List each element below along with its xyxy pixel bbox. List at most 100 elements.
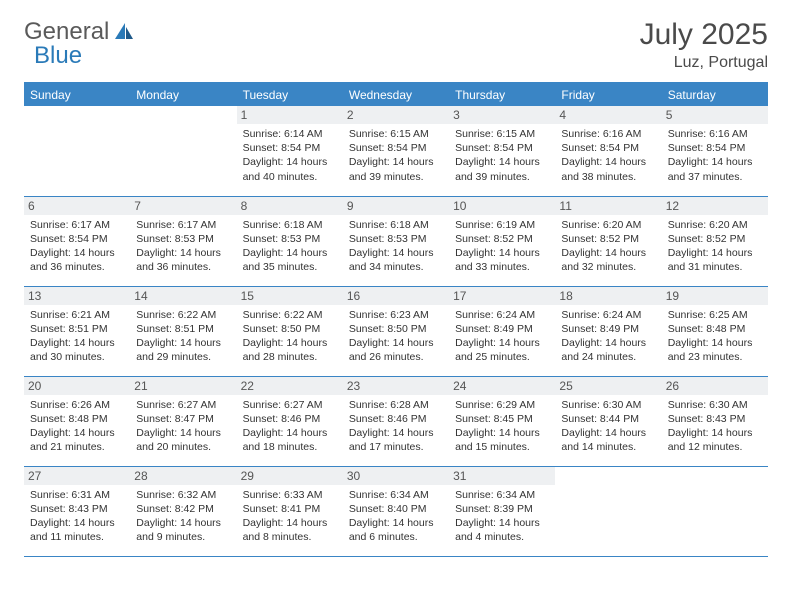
day-number: 21	[130, 377, 236, 395]
calendar-day-cell: 16Sunrise: 6:23 AMSunset: 8:50 PMDayligh…	[343, 286, 449, 376]
calendar-day-cell: 5 Sunrise: 6:16 AMSunset: 8:54 PMDaylight…	[662, 106, 768, 196]
day-details: Sunrise: 6:22 AMSunset: 8:50 PMDaylight:…	[243, 308, 337, 365]
day-number: 14	[130, 287, 236, 305]
day-number: 22	[237, 377, 343, 395]
day-details: Sunrise: 6:16 AMSunset: 8:54 PMDaylight:…	[668, 127, 762, 184]
day-number: 15	[237, 287, 343, 305]
day-details: Sunrise: 6:15 AMSunset: 8:54 PMDaylight:…	[455, 127, 549, 184]
day-details: Sunrise: 6:21 AMSunset: 8:51 PMDaylight:…	[30, 308, 124, 365]
day-number: 26	[662, 377, 768, 395]
calendar-day-cell: 4 Sunrise: 6:16 AMSunset: 8:54 PMDaylight…	[555, 106, 661, 196]
day-number: 5	[662, 106, 768, 124]
weekday-header: Saturday	[662, 83, 768, 106]
day-number: 31	[449, 467, 555, 485]
day-details: Sunrise: 6:29 AMSunset: 8:45 PMDaylight:…	[455, 398, 549, 455]
calendar-day-cell: 11 Sunrise: 6:20 AMSunset: 8:52 PMDayligh…	[555, 196, 661, 286]
calendar-day-cell: 10 Sunrise: 6:19 AMSunset: 8:52 PMDayligh…	[449, 196, 555, 286]
day-number: 13	[24, 287, 130, 305]
calendar-day-cell: 23 Sunrise: 6:28 AMSunset: 8:46 PMDayligh…	[343, 376, 449, 466]
day-number: 17	[449, 287, 555, 305]
calendar-day-cell: 14 Sunrise: 6:22 AMSunset: 8:51 PMDayligh…	[130, 286, 236, 376]
header: General July 2025 Luz, Portugal	[24, 18, 768, 72]
day-number: 29	[237, 467, 343, 485]
day-details: Sunrise: 6:26 AMSunset: 8:48 PMDaylight:…	[30, 398, 124, 455]
calendar-day-cell: 21Sunrise: 6:27 AMSunset: 8:47 PMDayligh…	[130, 376, 236, 466]
day-number: 16	[343, 287, 449, 305]
weekday-header: Monday	[130, 83, 236, 106]
day-details: Sunrise: 6:17 AMSunset: 8:54 PMDaylight:…	[30, 218, 124, 275]
day-number: 12	[662, 197, 768, 215]
day-details: Sunrise: 6:30 AMSunset: 8:43 PMDaylight:…	[668, 398, 762, 455]
day-details: Sunrise: 6:18 AMSunset: 8:53 PMDaylight:…	[243, 218, 337, 275]
calendar-day-cell: 2Sunrise: 6:15 AMSunset: 8:54 PMDaylight…	[343, 106, 449, 196]
calendar-day-cell: 7Sunrise: 6:17 AMSunset: 8:53 PMDaylight…	[130, 196, 236, 286]
day-details: Sunrise: 6:15 AMSunset: 8:54 PMDaylight:…	[349, 127, 443, 184]
day-details: Sunrise: 6:18 AMSunset: 8:53 PMDaylight:…	[349, 218, 443, 275]
day-details: Sunrise: 6:20 AMSunset: 8:52 PMDaylight:…	[668, 218, 762, 275]
title-block: July 2025 Luz, Portugal	[640, 18, 768, 72]
day-number: 3	[449, 106, 555, 124]
calendar-day-cell: 13 Sunrise: 6:21 AMSunset: 8:51 PMDayligh…	[24, 286, 130, 376]
day-details: Sunrise: 6:22 AMSunset: 8:51 PMDaylight:…	[136, 308, 230, 365]
calendar-row: 27Sunrise: 6:31 AMSunset: 8:43 PMDayligh…	[24, 466, 768, 556]
calendar-row: 13 Sunrise: 6:21 AMSunset: 8:51 PMDayligh…	[24, 286, 768, 376]
calendar-day-cell: 1 Sunrise: 6:14 AMSunset: 8:54 PMDaylight…	[237, 106, 343, 196]
day-details: Sunrise: 6:14 AMSunset: 8:54 PMDaylight:…	[243, 127, 337, 184]
day-details: Sunrise: 6:24 AMSunset: 8:49 PMDaylight:…	[561, 308, 655, 365]
weekday-header-row: SundayMondayTuesdayWednesdayThursdayFrid…	[24, 83, 768, 106]
day-details: Sunrise: 6:34 AMSunset: 8:39 PMDaylight:…	[455, 488, 549, 545]
day-details: Sunrise: 6:27 AMSunset: 8:46 PMDaylight:…	[243, 398, 337, 455]
day-details: Sunrise: 6:20 AMSunset: 8:52 PMDaylight:…	[561, 218, 655, 275]
day-number: 28	[130, 467, 236, 485]
calendar-day-cell: 28Sunrise: 6:32 AMSunset: 8:42 PMDayligh…	[130, 466, 236, 556]
calendar-day-cell: 3 Sunrise: 6:15 AMSunset: 8:54 PMDaylight…	[449, 106, 555, 196]
calendar-empty-cell	[555, 466, 661, 556]
calendar-day-cell: 17 Sunrise: 6:24 AMSunset: 8:49 PMDayligh…	[449, 286, 555, 376]
calendar-day-cell: 9 Sunrise: 6:18 AMSunset: 8:53 PMDaylight…	[343, 196, 449, 286]
day-details: Sunrise: 6:16 AMSunset: 8:54 PMDaylight:…	[561, 127, 655, 184]
calendar-day-cell: 22 Sunrise: 6:27 AMSunset: 8:46 PMDayligh…	[237, 376, 343, 466]
weekday-header: Wednesday	[343, 83, 449, 106]
weekday-header: Thursday	[449, 83, 555, 106]
calendar-body: 1 Sunrise: 6:14 AMSunset: 8:54 PMDaylight…	[24, 106, 768, 556]
weekday-header: Friday	[555, 83, 661, 106]
day-details: Sunrise: 6:34 AMSunset: 8:40 PMDaylight:…	[349, 488, 443, 545]
day-number: 24	[449, 377, 555, 395]
calendar-day-cell: 19 Sunrise: 6:25 AMSunset: 8:48 PMDayligh…	[662, 286, 768, 376]
day-number: 4	[555, 106, 661, 124]
logo-sail-icon	[113, 21, 135, 44]
day-details: Sunrise: 6:19 AMSunset: 8:52 PMDaylight:…	[455, 218, 549, 275]
day-details: Sunrise: 6:33 AMSunset: 8:41 PMDaylight:…	[243, 488, 337, 545]
calendar-day-cell: 25Sunrise: 6:30 AMSunset: 8:44 PMDayligh…	[555, 376, 661, 466]
location: Luz, Portugal	[640, 54, 768, 72]
calendar-day-cell: 12 Sunrise: 6:20 AMSunset: 8:52 PMDayligh…	[662, 196, 768, 286]
day-number: 10	[449, 197, 555, 215]
day-details: Sunrise: 6:24 AMSunset: 8:49 PMDaylight:…	[455, 308, 549, 365]
day-details: Sunrise: 6:17 AMSunset: 8:53 PMDaylight:…	[136, 218, 230, 275]
calendar-day-cell: 20 Sunrise: 6:26 AMSunset: 8:48 PMDayligh…	[24, 376, 130, 466]
calendar-day-cell: 15 Sunrise: 6:22 AMSunset: 8:50 PMDayligh…	[237, 286, 343, 376]
day-number: 8	[237, 197, 343, 215]
calendar-day-cell: 24 Sunrise: 6:29 AMSunset: 8:45 PMDayligh…	[449, 376, 555, 466]
calendar-day-cell: 18 Sunrise: 6:24 AMSunset: 8:49 PMDayligh…	[555, 286, 661, 376]
day-details: Sunrise: 6:25 AMSunset: 8:48 PMDaylight:…	[668, 308, 762, 365]
calendar-day-cell: 31 Sunrise: 6:34 AMSunset: 8:39 PMDayligh…	[449, 466, 555, 556]
day-number: 11	[555, 197, 661, 215]
day-number: 23	[343, 377, 449, 395]
calendar-row: 6 Sunrise: 6:17 AMSunset: 8:54 PMDaylight…	[24, 196, 768, 286]
calendar-day-cell: 29 Sunrise: 6:33 AMSunset: 8:41 PMDayligh…	[237, 466, 343, 556]
day-details: Sunrise: 6:31 AMSunset: 8:43 PMDaylight:…	[30, 488, 124, 545]
day-number: 20	[24, 377, 130, 395]
day-number: 1	[237, 106, 343, 124]
day-number: 19	[662, 287, 768, 305]
day-number: 25	[555, 377, 661, 395]
calendar-day-cell: 26 Sunrise: 6:30 AMSunset: 8:43 PMDayligh…	[662, 376, 768, 466]
day-details: Sunrise: 6:28 AMSunset: 8:46 PMDaylight:…	[349, 398, 443, 455]
weekday-header: Tuesday	[237, 83, 343, 106]
calendar-day-cell: 6 Sunrise: 6:17 AMSunset: 8:54 PMDaylight…	[24, 196, 130, 286]
calendar-day-cell: 27Sunrise: 6:31 AMSunset: 8:43 PMDayligh…	[24, 466, 130, 556]
day-number: 6	[24, 197, 130, 215]
day-number: 9	[343, 197, 449, 215]
weekday-header: Sunday	[24, 83, 130, 106]
day-number: 18	[555, 287, 661, 305]
